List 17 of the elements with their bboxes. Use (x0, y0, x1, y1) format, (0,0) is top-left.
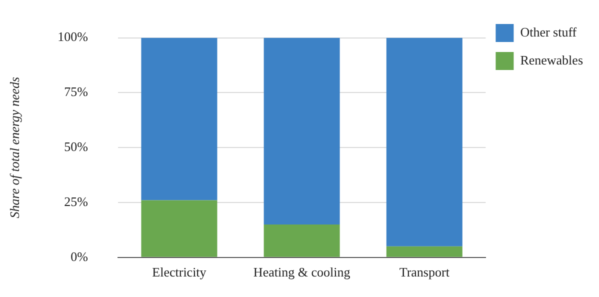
y-tick-label: 25% (64, 194, 88, 209)
y-tick-label: 100% (58, 29, 88, 44)
y-tick-label: 75% (64, 84, 88, 100)
legend-label: Other stuff (520, 24, 578, 40)
legend-label: Renewables (520, 52, 583, 68)
bar (386, 246, 462, 257)
x-tick-label: Electricity (152, 264, 207, 280)
bar (264, 38, 340, 224)
bar (386, 38, 462, 246)
y-tick-label: 0% (70, 248, 88, 264)
bar (141, 200, 218, 257)
x-tick-label: Heating & cooling (253, 264, 351, 280)
y-axis-title: Share of total energy needs (7, 76, 22, 218)
y-tick-label: 50% (64, 139, 88, 154)
bar (141, 38, 218, 200)
bar (264, 224, 340, 257)
x-tick-label: Transport (399, 264, 450, 280)
